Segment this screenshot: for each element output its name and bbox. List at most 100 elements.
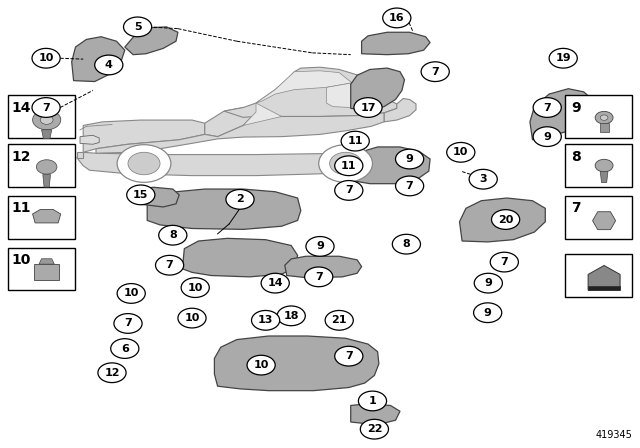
Text: 20: 20	[498, 215, 513, 224]
Text: 7: 7	[166, 260, 173, 270]
Circle shape	[261, 273, 289, 293]
Text: 9: 9	[316, 241, 324, 251]
Text: 9: 9	[484, 308, 492, 318]
Text: 7: 7	[406, 181, 413, 191]
Polygon shape	[43, 175, 51, 187]
Text: 10: 10	[253, 360, 269, 370]
Circle shape	[533, 127, 561, 146]
Circle shape	[600, 115, 608, 121]
Circle shape	[335, 181, 363, 200]
Text: 1: 1	[369, 396, 376, 406]
Polygon shape	[72, 37, 125, 82]
Polygon shape	[125, 27, 178, 55]
Circle shape	[474, 303, 502, 323]
Text: 10: 10	[453, 147, 468, 157]
Circle shape	[181, 278, 209, 297]
Circle shape	[124, 17, 152, 37]
Circle shape	[305, 267, 333, 287]
Text: 7: 7	[543, 103, 551, 112]
Polygon shape	[224, 67, 397, 117]
Circle shape	[360, 419, 388, 439]
Text: 14: 14	[268, 278, 283, 288]
Circle shape	[319, 145, 372, 182]
Text: 8: 8	[403, 239, 410, 249]
Circle shape	[114, 314, 142, 333]
Circle shape	[490, 252, 518, 272]
Circle shape	[117, 284, 145, 303]
Polygon shape	[256, 71, 352, 103]
Text: 19: 19	[556, 53, 571, 63]
Circle shape	[40, 116, 53, 125]
Circle shape	[178, 308, 206, 328]
Circle shape	[252, 310, 280, 330]
Polygon shape	[588, 286, 620, 290]
Text: 7: 7	[345, 351, 353, 361]
Circle shape	[549, 48, 577, 68]
Polygon shape	[593, 212, 616, 230]
Circle shape	[95, 55, 123, 75]
Bar	[8, 95, 75, 138]
Polygon shape	[384, 152, 416, 172]
Circle shape	[98, 363, 126, 383]
Polygon shape	[362, 32, 430, 55]
Circle shape	[474, 273, 502, 293]
Text: 15: 15	[133, 190, 148, 200]
Bar	[8, 196, 75, 238]
Text: 10: 10	[124, 289, 139, 298]
Text: 7: 7	[315, 272, 323, 282]
Bar	[8, 247, 75, 290]
Bar	[565, 196, 632, 238]
Polygon shape	[39, 259, 54, 264]
Text: 419345: 419345	[595, 430, 632, 440]
Text: 7: 7	[572, 202, 581, 215]
Circle shape	[335, 346, 363, 366]
Text: 7: 7	[42, 103, 50, 112]
Text: 11: 11	[348, 136, 363, 146]
Polygon shape	[182, 238, 298, 277]
Text: 21: 21	[332, 315, 347, 325]
Circle shape	[595, 159, 613, 172]
Text: 10: 10	[184, 313, 200, 323]
Polygon shape	[34, 264, 60, 280]
Text: 9: 9	[406, 154, 413, 164]
Polygon shape	[530, 89, 594, 140]
Polygon shape	[588, 266, 620, 290]
Circle shape	[32, 48, 60, 68]
Polygon shape	[33, 210, 61, 223]
Polygon shape	[349, 147, 430, 184]
Text: 22: 22	[367, 424, 382, 434]
Text: 16: 16	[389, 13, 404, 23]
Polygon shape	[205, 108, 256, 137]
Polygon shape	[326, 83, 390, 108]
Text: 8: 8	[572, 150, 581, 164]
Text: 14: 14	[12, 100, 31, 115]
Polygon shape	[285, 256, 362, 278]
Circle shape	[330, 152, 362, 175]
Circle shape	[111, 339, 139, 358]
Text: 17: 17	[360, 103, 376, 112]
Circle shape	[335, 156, 363, 176]
Circle shape	[226, 190, 254, 209]
Circle shape	[492, 210, 520, 229]
Circle shape	[325, 310, 353, 330]
Polygon shape	[351, 68, 404, 110]
Bar	[565, 95, 632, 138]
Polygon shape	[384, 99, 416, 122]
Polygon shape	[80, 135, 99, 144]
Circle shape	[277, 306, 305, 326]
Circle shape	[383, 8, 411, 28]
Polygon shape	[83, 120, 205, 152]
Circle shape	[396, 149, 424, 169]
Circle shape	[247, 355, 275, 375]
Text: 7: 7	[345, 185, 353, 195]
Circle shape	[396, 176, 424, 196]
Circle shape	[341, 131, 369, 151]
Text: 5: 5	[134, 22, 141, 32]
Circle shape	[469, 169, 497, 189]
Text: 6: 6	[121, 344, 129, 353]
Text: 8: 8	[169, 230, 177, 240]
Text: 11: 11	[341, 161, 356, 171]
Polygon shape	[243, 103, 282, 125]
Polygon shape	[77, 152, 390, 176]
Circle shape	[127, 185, 155, 205]
